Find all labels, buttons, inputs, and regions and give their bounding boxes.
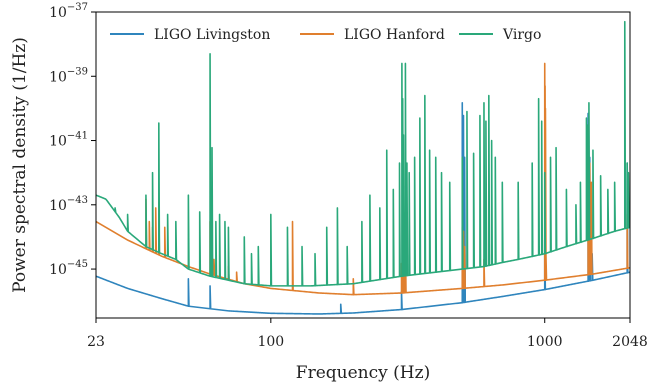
x-axis-label: Frequency (Hz) <box>296 363 430 383</box>
plot-frame <box>95 11 631 319</box>
legend: LIGO Livingston LIGO Hanford Virgo <box>110 27 541 43</box>
x-tick-label: 1000 <box>527 334 563 350</box>
x-tick-label: 23 <box>87 334 105 350</box>
legend-label: LIGO Livingston <box>154 27 270 43</box>
x-tick-label: 2048 <box>612 334 647 350</box>
series-line-ligo-livingston <box>96 101 630 315</box>
legend-label: Virgo <box>502 27 541 43</box>
y-tick-label: 10−43 <box>49 195 88 214</box>
y-axis-ticks: 10−45 10−43 10−41 10−39 10−37 <box>49 2 96 278</box>
series-layer <box>96 20 630 315</box>
y-tick-label: 10−37 <box>49 2 88 21</box>
series-line-virgo <box>96 20 630 287</box>
x-tick-label: 100 <box>257 334 284 350</box>
x-axis-ticks: 23 100 1000 2048 <box>87 318 647 350</box>
y-tick-label: 10−39 <box>49 66 88 85</box>
y-axis-label: Power spectral density (1/Hz) <box>10 37 30 293</box>
y-tick-label: 10−45 <box>49 259 88 278</box>
legend-label: LIGO Hanford <box>344 27 445 43</box>
y-tick-label: 10−41 <box>49 131 88 150</box>
